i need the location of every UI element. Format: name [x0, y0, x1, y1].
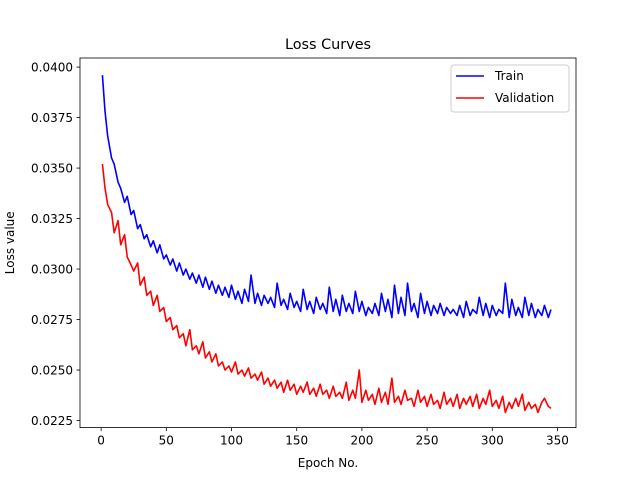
x-tick-label: 300	[481, 434, 504, 448]
y-axis: 0.0225 0.0250 0.0275 0.0300 0.0325 0.0350 0.03…	[31, 60, 80, 428]
y-tick-label: 0.0375	[31, 111, 73, 125]
y-tick-label: 0.0325	[31, 212, 73, 226]
x-tick-label: 50	[159, 434, 174, 448]
chart-title: Loss Curves	[285, 37, 371, 53]
series-line-train	[101, 75, 552, 319]
legend-label-train: Train	[494, 69, 524, 83]
legend: Train Validation	[450, 64, 570, 113]
plot-frame	[79, 57, 577, 429]
y-tick-label: 0.0350	[31, 161, 73, 175]
y-tick-label: 0.0225	[31, 414, 73, 428]
x-tick-label: 100	[220, 434, 243, 448]
x-tick-label: 250	[416, 434, 439, 448]
y-tick-label: 0.0400	[31, 60, 73, 74]
x-tick-label: 350	[546, 434, 569, 448]
legend-label-validation: Validation	[495, 91, 554, 105]
y-axis-title: Loss value	[3, 211, 17, 274]
series-layer	[101, 75, 552, 414]
y-tick-label: 0.0275	[31, 313, 73, 327]
y-tick-label: 0.0300	[31, 262, 73, 276]
x-tick-label: 0	[97, 434, 105, 448]
y-tick-label: 0.0250	[31, 363, 73, 377]
x-axis: 0 50 100 150 200 250 300 350	[97, 427, 569, 448]
x-axis-title: Epoch No.	[298, 456, 358, 470]
x-tick-label: 200	[350, 434, 373, 448]
series-line-validation	[101, 163, 552, 414]
x-tick-label: 150	[285, 434, 308, 448]
